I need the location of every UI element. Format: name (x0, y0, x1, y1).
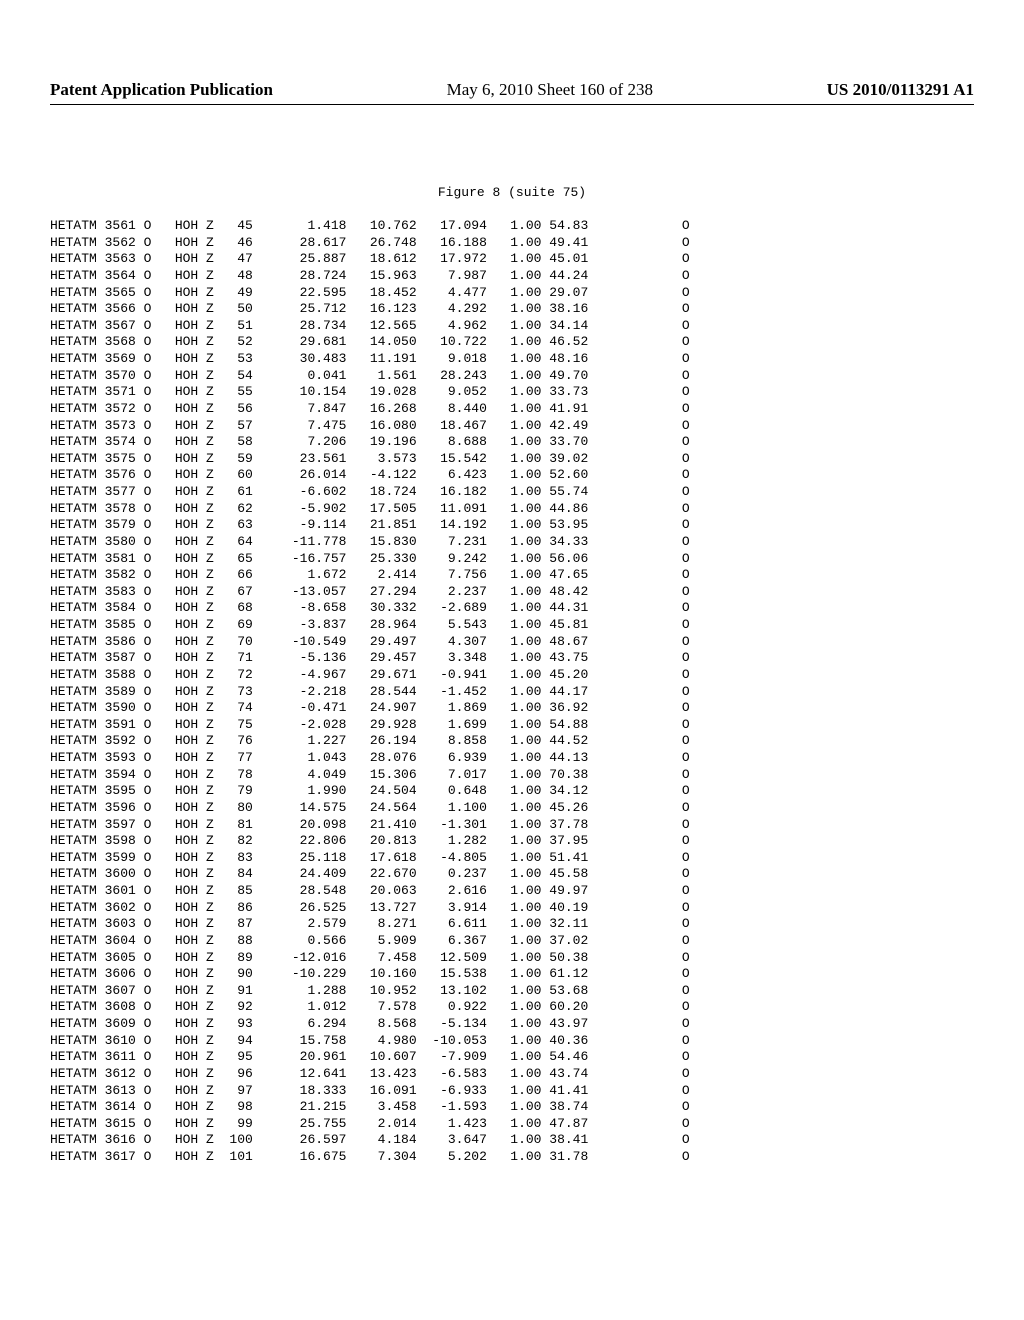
table-row: HETATM 3564 O HOH Z 48 28.724 15.963 7.9… (50, 268, 974, 285)
table-row: HETATM 3606 O HOH Z 90 -10.229 10.160 15… (50, 966, 974, 983)
table-row: HETATM 3581 O HOH Z 65 -16.757 25.330 9.… (50, 551, 974, 568)
table-row: HETATM 3594 O HOH Z 78 4.049 15.306 7.01… (50, 767, 974, 784)
table-row: HETATM 3565 O HOH Z 49 22.595 18.452 4.4… (50, 285, 974, 302)
table-row: HETATM 3593 O HOH Z 77 1.043 28.076 6.93… (50, 750, 974, 767)
header-right: US 2010/0113291 A1 (827, 80, 974, 100)
table-row: HETATM 3600 O HOH Z 84 24.409 22.670 0.2… (50, 866, 974, 883)
table-row: HETATM 3585 O HOH Z 69 -3.837 28.964 5.5… (50, 617, 974, 634)
table-row: HETATM 3563 O HOH Z 47 25.887 18.612 17.… (50, 251, 974, 268)
table-row: HETATM 3614 O HOH Z 98 21.215 3.458 -1.5… (50, 1099, 974, 1116)
table-row: HETATM 3575 O HOH Z 59 23.561 3.573 15.5… (50, 451, 974, 468)
table-row: HETATM 3611 O HOH Z 95 20.961 10.607 -7.… (50, 1049, 974, 1066)
table-row: HETATM 3582 O HOH Z 66 1.672 2.414 7.756… (50, 567, 974, 584)
table-row: HETATM 3569 O HOH Z 53 30.483 11.191 9.0… (50, 351, 974, 368)
table-row: HETATM 3615 O HOH Z 99 25.755 2.014 1.42… (50, 1116, 974, 1133)
header-center: May 6, 2010 Sheet 160 of 238 (447, 80, 653, 100)
table-row: HETATM 3562 O HOH Z 46 28.617 26.748 16.… (50, 235, 974, 252)
table-row: HETATM 3599 O HOH Z 83 25.118 17.618 -4.… (50, 850, 974, 867)
table-row: HETATM 3576 O HOH Z 60 26.014 -4.122 6.4… (50, 467, 974, 484)
table-row: HETATM 3567 O HOH Z 51 28.734 12.565 4.9… (50, 318, 974, 335)
page-header: Patent Application Publication May 6, 20… (50, 80, 974, 105)
table-row: HETATM 3591 O HOH Z 75 -2.028 29.928 1.6… (50, 717, 974, 734)
table-row: HETATM 3596 O HOH Z 80 14.575 24.564 1.1… (50, 800, 974, 817)
table-row: HETATM 3595 O HOH Z 79 1.990 24.504 0.64… (50, 783, 974, 800)
table-row: HETATM 3588 O HOH Z 72 -4.967 29.671 -0.… (50, 667, 974, 684)
table-row: HETATM 3610 O HOH Z 94 15.758 4.980 -10.… (50, 1033, 974, 1050)
header-left: Patent Application Publication (50, 80, 273, 100)
pdb-data-table: HETATM 3561 O HOH Z 45 1.418 10.762 17.0… (50, 218, 974, 1166)
table-row: HETATM 3607 O HOH Z 91 1.288 10.952 13.1… (50, 983, 974, 1000)
table-row: HETATM 3584 O HOH Z 68 -8.658 30.332 -2.… (50, 600, 974, 617)
table-row: HETATM 3601 O HOH Z 85 28.548 20.063 2.6… (50, 883, 974, 900)
table-row: HETATM 3613 O HOH Z 97 18.333 16.091 -6.… (50, 1083, 974, 1100)
table-row: HETATM 3586 O HOH Z 70 -10.549 29.497 4.… (50, 634, 974, 651)
table-row: HETATM 3603 O HOH Z 87 2.579 8.271 6.611… (50, 916, 974, 933)
figure-title: Figure 8 (suite 75) (50, 185, 974, 200)
page-container: Patent Application Publication May 6, 20… (0, 0, 1024, 1206)
table-row: HETATM 3561 O HOH Z 45 1.418 10.762 17.0… (50, 218, 974, 235)
table-row: HETATM 3566 O HOH Z 50 25.712 16.123 4.2… (50, 301, 974, 318)
table-row: HETATM 3583 O HOH Z 67 -13.057 27.294 2.… (50, 584, 974, 601)
table-row: HETATM 3579 O HOH Z 63 -9.114 21.851 14.… (50, 517, 974, 534)
table-row: HETATM 3573 O HOH Z 57 7.475 16.080 18.4… (50, 418, 974, 435)
table-row: HETATM 3587 O HOH Z 71 -5.136 29.457 3.3… (50, 650, 974, 667)
table-row: HETATM 3570 O HOH Z 54 0.041 1.561 28.24… (50, 368, 974, 385)
table-row: HETATM 3577 O HOH Z 61 -6.602 18.724 16.… (50, 484, 974, 501)
table-row: HETATM 3617 O HOH Z 101 16.675 7.304 5.2… (50, 1149, 974, 1166)
table-row: HETATM 3604 O HOH Z 88 0.566 5.909 6.367… (50, 933, 974, 950)
table-row: HETATM 3589 O HOH Z 73 -2.218 28.544 -1.… (50, 684, 974, 701)
table-row: HETATM 3572 O HOH Z 56 7.847 16.268 8.44… (50, 401, 974, 418)
table-row: HETATM 3580 O HOH Z 64 -11.778 15.830 7.… (50, 534, 974, 551)
table-row: HETATM 3616 O HOH Z 100 26.597 4.184 3.6… (50, 1132, 974, 1149)
table-row: HETATM 3609 O HOH Z 93 6.294 8.568 -5.13… (50, 1016, 974, 1033)
table-row: HETATM 3612 O HOH Z 96 12.641 13.423 -6.… (50, 1066, 974, 1083)
table-row: HETATM 3574 O HOH Z 58 7.206 19.196 8.68… (50, 434, 974, 451)
table-row: HETATM 3571 O HOH Z 55 10.154 19.028 9.0… (50, 384, 974, 401)
table-row: HETATM 3592 O HOH Z 76 1.227 26.194 8.85… (50, 733, 974, 750)
table-row: HETATM 3597 O HOH Z 81 20.098 21.410 -1.… (50, 817, 974, 834)
table-row: HETATM 3598 O HOH Z 82 22.806 20.813 1.2… (50, 833, 974, 850)
table-row: HETATM 3590 O HOH Z 74 -0.471 24.907 1.8… (50, 700, 974, 717)
table-row: HETATM 3608 O HOH Z 92 1.012 7.578 0.922… (50, 999, 974, 1016)
table-row: HETATM 3605 O HOH Z 89 -12.016 7.458 12.… (50, 950, 974, 967)
table-row: HETATM 3578 O HOH Z 62 -5.902 17.505 11.… (50, 501, 974, 518)
table-row: HETATM 3568 O HOH Z 52 29.681 14.050 10.… (50, 334, 974, 351)
table-row: HETATM 3602 O HOH Z 86 26.525 13.727 3.9… (50, 900, 974, 917)
